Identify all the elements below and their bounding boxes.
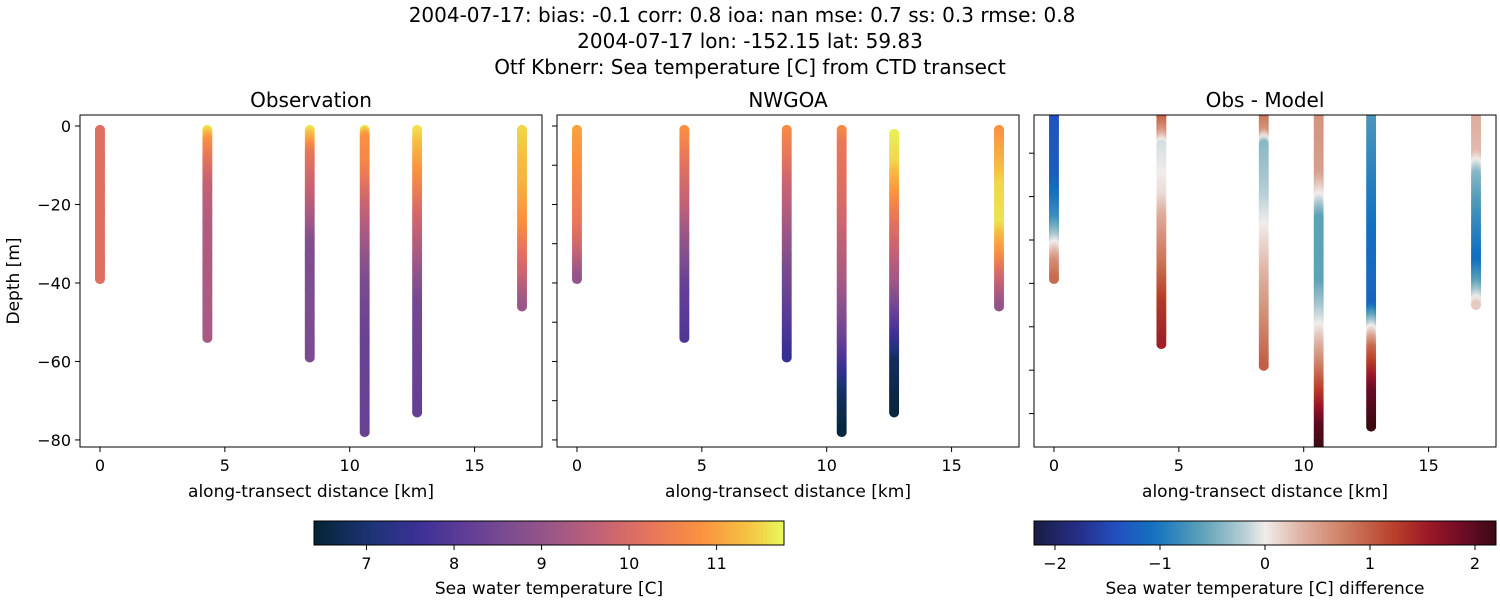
x-tick-label: 15 <box>941 456 961 475</box>
panel-model: 0 5 10 15 <box>552 114 1020 475</box>
axes-frame <box>556 114 1020 448</box>
data-point <box>517 301 528 312</box>
x-axis-label-observation: along-transect distance [km] <box>188 482 434 502</box>
data-point <box>1471 300 1482 311</box>
y-tick-label: −60 <box>37 352 71 371</box>
y-tick-label: 0 <box>61 117 71 136</box>
x-tick-label: 0 <box>95 456 105 475</box>
profile-0 <box>94 124 105 285</box>
x-tick-label: 5 <box>220 456 230 475</box>
colorbar-gradient <box>313 520 785 546</box>
profile-5 <box>1471 115 1482 311</box>
data-point <box>1048 274 1059 285</box>
colorbar-difference: −2 −1 0 1 2 <box>1033 520 1497 573</box>
colorbar-tick-label: 10 <box>619 554 639 573</box>
data-point <box>1313 443 1324 447</box>
profile-3 <box>836 124 847 438</box>
colorbar-tick-label: 7 <box>361 554 371 573</box>
colorbar-tick-label: 2 <box>1470 554 1480 573</box>
data-point <box>781 352 792 363</box>
x-tick-label: 15 <box>1418 456 1438 475</box>
x-tick-label: 0 <box>572 456 582 475</box>
data-point <box>571 274 582 285</box>
data-point <box>1156 339 1167 350</box>
profile-5 <box>517 124 528 312</box>
colorbar-tick-label: 0 <box>1260 554 1270 573</box>
data-point <box>1258 360 1269 371</box>
x-tick-label: 5 <box>697 456 707 475</box>
colorbar-temperature: 7 8 9 10 11 <box>313 520 785 573</box>
scatter-points <box>571 124 1005 438</box>
profile-4 <box>889 128 900 418</box>
data-point <box>94 274 105 285</box>
profile-1 <box>679 124 690 343</box>
panel-title-observation: Observation <box>250 88 372 112</box>
y-tick-label: −80 <box>37 431 71 450</box>
profile-4 <box>1366 115 1377 432</box>
axes-frame <box>79 114 543 448</box>
colorbar-gradient <box>1033 520 1497 546</box>
suptitle-line-3: Otf Kbnerr: Sea temperature [C] from CTD… <box>494 55 1006 79</box>
x-tick-label: 0 <box>1049 456 1059 475</box>
data-point <box>412 407 423 418</box>
scatter-points <box>1048 115 1482 462</box>
data-point <box>1366 421 1377 432</box>
profile-2 <box>304 124 315 363</box>
data-point <box>304 352 315 363</box>
axes-frame <box>1033 114 1497 448</box>
profile-5 <box>994 124 1005 312</box>
x-tick-label: 15 <box>464 456 484 475</box>
y-tick-label: −40 <box>37 274 71 293</box>
data-point <box>202 332 213 343</box>
profile-4 <box>412 124 423 418</box>
data-point <box>359 427 370 438</box>
data-point <box>1314 450 1324 460</box>
y-axis-label: Depth [m] <box>4 237 24 324</box>
profile-3 <box>1313 115 1324 462</box>
data-point <box>1314 448 1324 458</box>
profile-1 <box>1156 115 1167 350</box>
colorbar-tick-label: −2 <box>1043 554 1067 573</box>
colorbar-label-temperature: Sea water temperature [C] <box>435 579 663 599</box>
x-axis-label-model: along-transect distance [km] <box>665 482 911 502</box>
x-axis-label-difference: along-transect distance [km] <box>1142 482 1388 502</box>
profile-0 <box>571 124 582 285</box>
suptitle-line-2: 2004-07-17 lon: -152.15 lat: 59.83 <box>577 29 923 53</box>
panel-title-model: NWGOA <box>748 88 828 112</box>
colorbar-tick-label: 9 <box>536 554 546 573</box>
panel-observation: 0 5 10 15 0 −20 −40 −60 −80 <box>37 114 543 475</box>
x-tick-label: 10 <box>340 456 360 475</box>
profile-3 <box>359 124 370 438</box>
data-point <box>679 332 690 343</box>
y-tick-label: −20 <box>37 195 71 214</box>
colorbar-tick-label: 1 <box>1365 554 1375 573</box>
data-point <box>889 407 900 418</box>
data-point <box>836 427 847 438</box>
profile-2 <box>1258 115 1269 371</box>
profile-1 <box>202 124 213 343</box>
colorbar-tick-label: −1 <box>1148 554 1172 573</box>
suptitle-line-1: 2004-07-17: bias: -0.1 corr: 0.8 ioa: na… <box>409 3 1076 27</box>
scatter-points <box>94 124 528 438</box>
x-tick-label: 10 <box>817 456 837 475</box>
x-tick-label: 5 <box>1174 456 1184 475</box>
panel-title-difference: Obs - Model <box>1206 88 1325 112</box>
colorbar-tick-label: 8 <box>449 554 459 573</box>
colorbar-label-difference: Sea water temperature [C] difference <box>1105 579 1424 599</box>
profile-0 <box>1048 115 1059 285</box>
profile-2 <box>781 124 792 363</box>
data-point <box>1314 452 1324 462</box>
data-point <box>994 301 1005 312</box>
x-tick-label: 10 <box>1294 456 1314 475</box>
panel-difference: 0 5 10 15 <box>1029 114 1497 475</box>
colorbar-tick-label: 11 <box>706 554 726 573</box>
